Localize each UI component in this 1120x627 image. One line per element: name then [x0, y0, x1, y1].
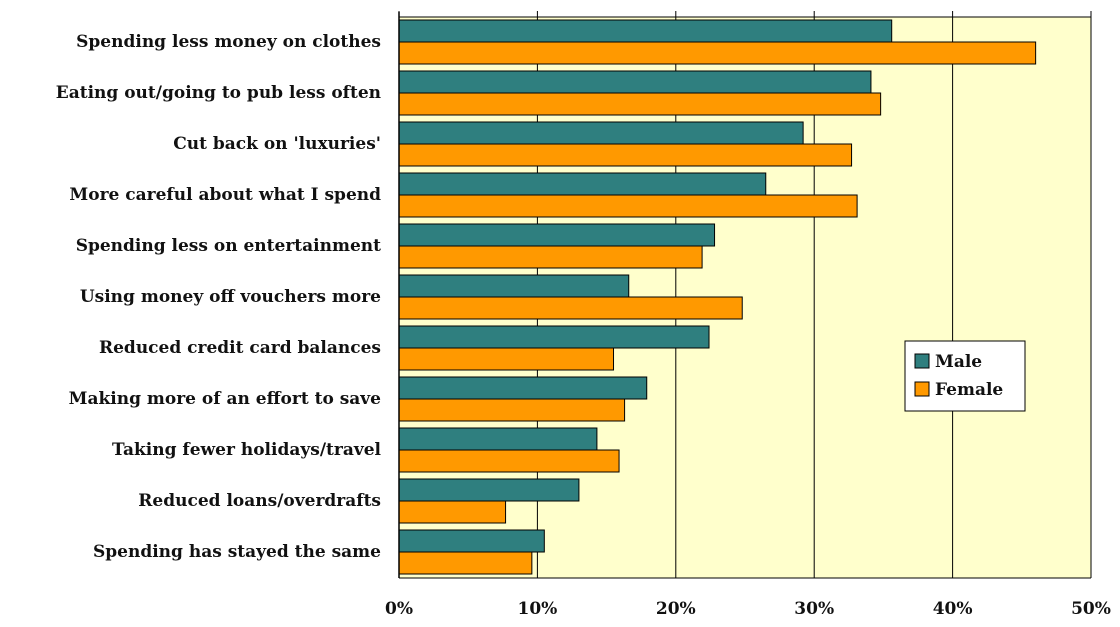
bar-male [398, 19, 893, 43]
bar-female [398, 500, 507, 524]
tick-label: 0% [385, 599, 413, 619]
tick-label: 50% [1071, 599, 1111, 619]
category-label: Spending has stayed the same [93, 542, 381, 562]
bar-male [398, 427, 598, 451]
category-label: Spending less on entertainment [76, 236, 381, 256]
bar-female [398, 194, 858, 218]
category-label: Using money off vouchers more [80, 287, 381, 307]
bar-female [398, 245, 703, 269]
category-labels: Spending less money on clothes Eating out… [56, 32, 382, 562]
category-label: Taking fewer holidays/travel [112, 440, 382, 460]
tick-label: 30% [794, 599, 834, 619]
bar-male [398, 274, 630, 298]
bar-male [398, 478, 580, 502]
bar-male [398, 223, 716, 247]
legend: Male Female [904, 340, 1026, 412]
tick-label: 40% [933, 599, 973, 619]
bar-male [398, 529, 545, 553]
category-label: Making more of an effort to save [69, 389, 382, 409]
category-label: Reduced credit card balances [99, 338, 381, 358]
bar-male [398, 376, 648, 400]
bar-female [398, 347, 615, 371]
axis [398, 11, 1092, 579]
category-label: More careful about what I spend [69, 185, 381, 205]
bar-female [398, 41, 1037, 65]
category-label: Cut back on 'luxuries' [173, 134, 381, 154]
bar-female [398, 92, 882, 116]
bar-female [398, 449, 620, 473]
bar-female [398, 296, 743, 320]
legend-box [904, 340, 1026, 412]
bar-female [398, 143, 853, 167]
bar-female [398, 398, 626, 422]
category-label: Reduced loans/overdrafts [138, 491, 381, 511]
legend-swatch-female [914, 381, 930, 397]
legend-label-male: Male [935, 352, 982, 372]
bar-male [398, 325, 710, 349]
bar-male [398, 121, 804, 145]
bars [398, 19, 1037, 575]
tick-label: 20% [656, 599, 696, 619]
legend-label-female: Female [935, 380, 1003, 400]
bar-female [398, 551, 533, 575]
legend-swatch-male [914, 353, 930, 369]
category-label: Eating out/going to pub less often [56, 83, 381, 103]
tick-label: 10% [517, 599, 557, 619]
bar-male [398, 172, 767, 196]
tick-labels: 0% 10% 20% 30% 40% 50% [385, 599, 1111, 619]
category-label: Spending less money on clothes [76, 32, 381, 52]
bar-male [398, 70, 872, 94]
